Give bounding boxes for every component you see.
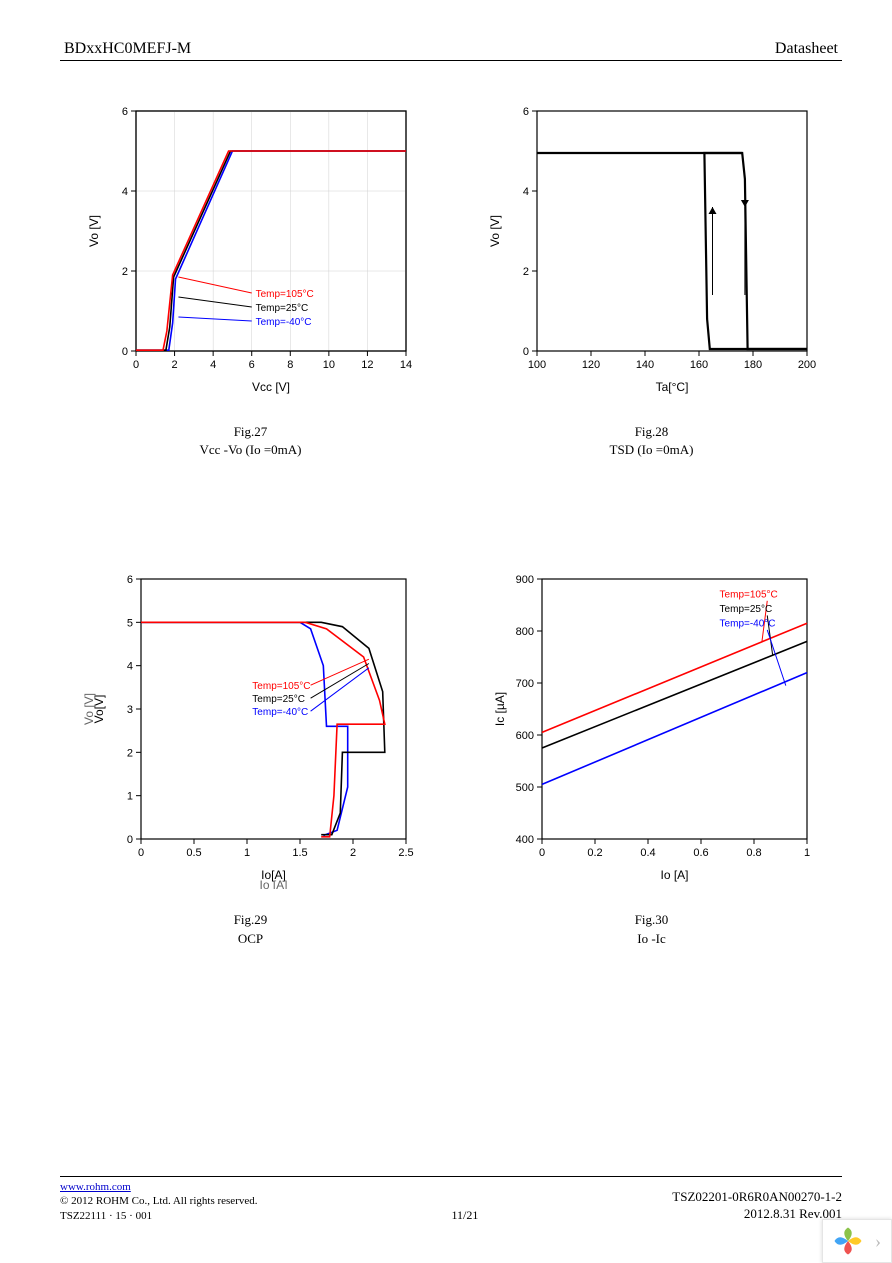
svg-text:0: 0: [538, 847, 544, 859]
svg-text:6: 6: [121, 106, 127, 118]
svg-text:0.5: 0.5: [186, 847, 201, 859]
svg-text:140: 140: [635, 359, 653, 371]
svg-text:6: 6: [126, 574, 132, 586]
svg-text:Vcc [V]: Vcc [V]: [251, 380, 289, 394]
svg-text:14: 14: [399, 359, 411, 371]
svg-text:0: 0: [522, 346, 528, 358]
svg-text:4: 4: [126, 661, 132, 673]
svg-text:160: 160: [689, 359, 707, 371]
svg-text:Io [A]: Io [A]: [259, 878, 287, 889]
footer-left: www.rohm.com © 2012 ROHM Co., Ltd. All r…: [60, 1180, 257, 1223]
svg-text:100: 100: [527, 359, 545, 371]
fig27-block: 0 2 4 6 8 10 12 14 0 2 4 6 Vcc [V] Vo [V] Temp=105°C Te…: [70, 101, 431, 459]
page-footer: www.rohm.com © 2012 ROHM Co., Ltd. All r…: [60, 1176, 842, 1223]
svg-text:8: 8: [287, 359, 293, 371]
doc-type: Datasheet: [775, 40, 838, 58]
svg-text:6: 6: [522, 106, 528, 118]
svg-text:0.8: 0.8: [746, 847, 761, 859]
svg-text:Temp=-40°C: Temp=-40°C: [252, 708, 308, 719]
svg-text:6: 6: [248, 359, 254, 371]
fig27-caption: Fig.27 Vcc -Vo (Io =0mA): [199, 423, 301, 459]
svg-text:600: 600: [515, 730, 533, 742]
svg-text:200: 200: [797, 359, 815, 371]
fig29-chart: 00.511.522.50123456Io[A]Vo[V]Io [A]Vo [V…: [81, 569, 421, 889]
chevron-right-icon[interactable]: ›: [875, 1231, 881, 1252]
svg-text:4: 4: [210, 359, 216, 371]
corner-widget[interactable]: ›: [822, 1219, 892, 1263]
svg-text:0.4: 0.4: [640, 847, 655, 859]
svg-text:2.5: 2.5: [398, 847, 413, 859]
fig28-chart: 100 120 140 160 180 200 0 2 4 6 Ta[°C] Vo [V]: [482, 101, 822, 401]
svg-text:Temp=25°C: Temp=25°C: [252, 695, 305, 706]
svg-text:0: 0: [132, 359, 138, 371]
petal-icon: [833, 1226, 863, 1256]
svg-text:4: 4: [121, 186, 127, 198]
svg-text:1.5: 1.5: [292, 847, 307, 859]
svg-text:Temp=25°C: Temp=25°C: [719, 605, 772, 616]
svg-text:Ic [µA]: Ic [µA]: [493, 692, 507, 726]
svg-text:0: 0: [137, 847, 143, 859]
svg-text:700: 700: [515, 678, 533, 690]
svg-text:Temp=-40°C: Temp=-40°C: [719, 619, 775, 630]
svg-text:Vo [V]: Vo [V]: [87, 215, 101, 247]
svg-text:Temp=105°C: Temp=105°C: [252, 682, 310, 693]
svg-text:Temp=105°C: Temp=105°C: [255, 289, 313, 300]
svg-text:180: 180: [743, 359, 761, 371]
svg-text:Io [A]: Io [A]: [660, 868, 688, 882]
svg-text:120: 120: [581, 359, 599, 371]
fig30-block: 0 0.2 0.4 0.6 0.8 1 400 500 600 700 800 900 Io [A] Ic…: [471, 569, 832, 947]
part-number: BDxxHC0MEFJ-M: [64, 40, 191, 58]
svg-text:800: 800: [515, 626, 533, 638]
svg-text:Temp=-40°C: Temp=-40°C: [255, 317, 311, 328]
footer-page: 11/21: [451, 1208, 478, 1223]
fig29-block: 00.511.522.50123456Io[A]Vo[V]Io [A]Vo [V…: [70, 569, 431, 947]
svg-text:Ta[°C]: Ta[°C]: [655, 380, 688, 394]
fig29-caption: Fig.29 OCP: [234, 911, 268, 947]
svg-text:0: 0: [126, 834, 132, 846]
fig30-chart: 0 0.2 0.4 0.6 0.8 1 400 500 600 700 800 900 Io [A] Ic…: [482, 569, 822, 889]
svg-text:3: 3: [126, 704, 132, 716]
svg-text:10: 10: [322, 359, 334, 371]
fig28-caption: Fig.28 TSD (Io =0mA): [610, 423, 694, 459]
svg-text:500: 500: [515, 782, 533, 794]
svg-text:0: 0: [121, 346, 127, 358]
page-header: BDxxHC0MEFJ-M Datasheet: [60, 40, 842, 60]
fig28-block: 100 120 140 160 180 200 0 2 4 6 Ta[°C] Vo [V] Fig.2…: [471, 101, 832, 459]
svg-text:2: 2: [349, 847, 355, 859]
svg-text:1: 1: [803, 847, 809, 859]
svg-text:12: 12: [361, 359, 373, 371]
svg-text:5: 5: [126, 618, 132, 630]
svg-text:0.2: 0.2: [587, 847, 602, 859]
svg-text:Temp=105°C: Temp=105°C: [719, 590, 777, 601]
footer-url[interactable]: www.rohm.com: [60, 1181, 131, 1193]
svg-text:0.6: 0.6: [693, 847, 708, 859]
fig27-chart: 0 2 4 6 8 10 12 14 0 2 4 6 Vcc [V] Vo [V] Temp=105°C Te…: [81, 101, 421, 401]
svg-text:Vo [V]: Vo [V]: [488, 215, 502, 247]
svg-text:2: 2: [121, 266, 127, 278]
svg-text:1: 1: [126, 791, 132, 803]
svg-text:1: 1: [243, 847, 249, 859]
svg-text:4: 4: [522, 186, 528, 198]
header-rule: [60, 60, 842, 61]
svg-text:2: 2: [522, 266, 528, 278]
svg-text:2: 2: [171, 359, 177, 371]
svg-text:2: 2: [126, 748, 132, 760]
fig30-caption: Fig.30 Io -Ic: [635, 911, 669, 947]
svg-text:900: 900: [515, 574, 533, 586]
footer-right: TSZ02201-0R6R0AN00270-1-2 2012.8.31 Rev.…: [672, 1189, 842, 1223]
svg-text:Temp=25°C: Temp=25°C: [255, 303, 308, 314]
svg-text:Vo [V]: Vo [V]: [82, 693, 96, 725]
svg-text:400: 400: [515, 834, 533, 846]
